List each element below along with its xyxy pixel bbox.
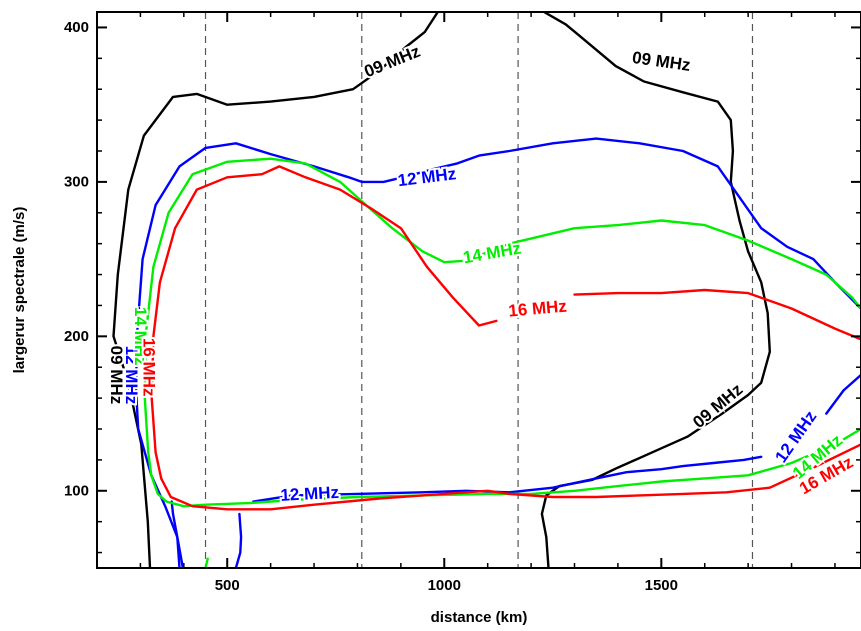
contour-label: 12 MHz	[397, 164, 457, 190]
y-axis-label: largerur spectrale (m/s)	[11, 207, 28, 374]
x-tick-label: 1500	[645, 577, 678, 594]
y-tick-label: 200	[64, 328, 89, 345]
contour-label: 14 MHz	[462, 238, 523, 267]
contour-label: 12 MHz	[122, 346, 141, 405]
contour-label: 09 MHz	[689, 380, 746, 432]
series-line-16-mhz	[573, 288, 861, 341]
series-line-16-mhz	[150, 165, 498, 480]
series-line-14-mhz	[204, 557, 209, 568]
contour-label: 09 MHz	[107, 346, 126, 405]
series-line-16-mhz	[160, 443, 861, 511]
axis-ticks: 500 1000 1500 100 200 300 400	[64, 12, 861, 594]
series-line-09-mhz	[540, 12, 771, 568]
series-line-12-mhz	[252, 455, 763, 503]
series-line-12-mhz	[234, 512, 243, 568]
plot-frame	[96, 11, 861, 569]
reference-lines	[204, 12, 754, 568]
contour-lines	[112, 12, 861, 568]
series-line-14-mhz	[143, 157, 861, 477]
contour-label: 09 MHz	[361, 42, 422, 82]
series-line-12-mhz	[134, 137, 861, 568]
y-tick-label: 400	[64, 19, 89, 36]
series-line-12-mhz	[825, 373, 861, 415]
contour-label: 09 MHz	[631, 48, 692, 75]
contour-label: 12 MHz	[280, 483, 339, 505]
contour-label: 14 MHz	[131, 307, 150, 366]
y-tick-label: 300	[64, 173, 89, 190]
x-axis-label: distance (km)	[431, 609, 528, 626]
x-tick-label: 500	[215, 577, 240, 594]
y-tick-label: 100	[64, 482, 89, 499]
contour-label: 16 MHz	[508, 297, 568, 321]
series-line-14-mhz	[150, 427, 861, 508]
series-line-09-mhz	[112, 12, 439, 568]
x-tick-label: 1000	[428, 577, 461, 594]
contour-label: 16 MHz	[140, 338, 159, 397]
series-line-12-mhz	[170, 500, 181, 568]
